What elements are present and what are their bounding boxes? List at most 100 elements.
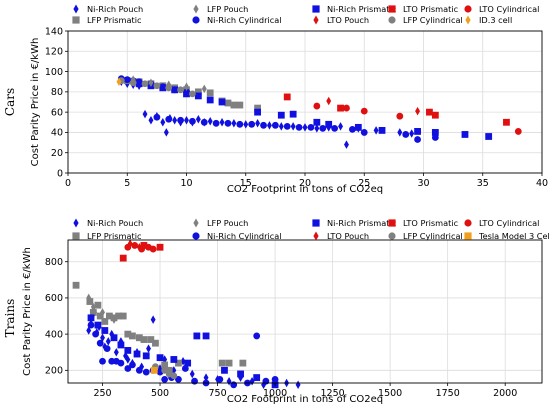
data-point bbox=[253, 332, 261, 340]
legend-item: Ni-Rich Prismatic bbox=[312, 218, 396, 228]
data-point bbox=[415, 106, 421, 116]
data-point bbox=[184, 82, 189, 92]
legend-item: LFP Pouch bbox=[193, 218, 248, 228]
data-point bbox=[338, 122, 343, 131]
x-axis-label: CO2 Footprint in tons of CO2eq bbox=[227, 394, 383, 405]
legend-marker bbox=[465, 15, 471, 25]
y-tick-label: 40 bbox=[51, 128, 63, 139]
data-point bbox=[409, 129, 415, 138]
data-point bbox=[129, 332, 136, 340]
data-point bbox=[278, 122, 284, 131]
data-point bbox=[90, 302, 96, 312]
data-point bbox=[146, 344, 151, 353]
data-point bbox=[161, 375, 169, 383]
data-point bbox=[99, 357, 106, 365]
legend-item: LTO Pouch bbox=[313, 15, 369, 25]
data-point bbox=[140, 242, 148, 249]
data-point bbox=[115, 312, 123, 320]
y-tick-label: 80 bbox=[51, 87, 63, 98]
legend-marker bbox=[192, 16, 200, 24]
legend: Ni-Rich Pouch LFP Pouch Ni-Rich Prismatic L… bbox=[72, 218, 550, 241]
data-point bbox=[177, 116, 184, 124]
data-point bbox=[170, 356, 178, 363]
data-point bbox=[163, 128, 169, 137]
data-point bbox=[142, 109, 148, 119]
legend-marker bbox=[313, 231, 319, 241]
x-tick-label: 750 bbox=[208, 388, 226, 399]
x-tick-label: 1500 bbox=[378, 388, 402, 399]
data-point bbox=[283, 122, 291, 130]
x-tick-label: 5 bbox=[124, 178, 130, 189]
data-point bbox=[221, 366, 228, 374]
data-point bbox=[201, 84, 207, 94]
legend-item: Ni-Rich Cylindrical bbox=[192, 15, 282, 25]
data-point bbox=[142, 368, 150, 376]
data-point bbox=[148, 116, 154, 125]
data-point bbox=[105, 337, 111, 346]
legend-item: LTO Prismatic bbox=[388, 4, 458, 14]
legend-marker bbox=[388, 219, 396, 227]
legend-label: ID.3 cell bbox=[479, 15, 512, 25]
legend-marker bbox=[72, 232, 80, 240]
data-point bbox=[133, 350, 141, 358]
legend-marker bbox=[312, 219, 320, 227]
legend-label: LTO Cylindrical bbox=[479, 218, 539, 228]
data-point bbox=[189, 117, 196, 125]
data-point bbox=[218, 98, 226, 106]
data-point bbox=[277, 111, 285, 119]
legend-label: Ni-Rich Pouch bbox=[87, 4, 143, 14]
data-point bbox=[124, 330, 132, 338]
data-point bbox=[431, 129, 439, 136]
data-point bbox=[231, 119, 237, 128]
legend-label: LFP Prismatic bbox=[87, 231, 142, 241]
data-point bbox=[267, 121, 272, 130]
data-point bbox=[397, 128, 403, 137]
data-point bbox=[461, 131, 469, 138]
data-point bbox=[262, 377, 270, 385]
data-point bbox=[135, 366, 143, 374]
data-point bbox=[175, 375, 182, 383]
data-point bbox=[289, 110, 297, 118]
data-point bbox=[175, 359, 182, 367]
data-point bbox=[117, 359, 125, 367]
data-point bbox=[140, 336, 148, 343]
data-point bbox=[207, 117, 213, 126]
data-point bbox=[165, 115, 173, 123]
data-point bbox=[94, 321, 102, 329]
legend-item: LFP Pouch bbox=[193, 4, 248, 14]
data-point bbox=[218, 359, 226, 367]
data-point bbox=[193, 332, 201, 340]
legend-marker bbox=[193, 4, 199, 14]
data-point bbox=[283, 93, 291, 101]
data-point bbox=[255, 119, 261, 128]
data-point bbox=[236, 101, 244, 109]
legend-marker bbox=[464, 219, 472, 227]
data-point bbox=[253, 374, 261, 381]
data-point bbox=[360, 129, 368, 136]
data-point bbox=[260, 121, 267, 129]
x-tick-label: 10 bbox=[180, 178, 192, 189]
legend-marker bbox=[72, 16, 80, 24]
y-tick-label: 0 bbox=[57, 168, 63, 179]
legend-label: LFP Pouch bbox=[207, 218, 248, 228]
legend-item: LTO Prismatic bbox=[388, 218, 458, 228]
legend-label: Ni-Rich Cylindrical bbox=[207, 231, 282, 241]
data-point bbox=[271, 121, 279, 129]
data-point bbox=[86, 298, 94, 305]
data-point bbox=[189, 90, 196, 98]
data-point bbox=[150, 366, 158, 374]
data-point bbox=[141, 80, 149, 88]
x-tick-label: 500 bbox=[151, 388, 169, 399]
data-point bbox=[331, 124, 339, 132]
data-point bbox=[219, 118, 225, 127]
legend-label: LTO Pouch bbox=[327, 15, 369, 25]
data-point bbox=[116, 77, 122, 86]
data-point bbox=[290, 122, 296, 131]
data-point bbox=[124, 347, 132, 354]
data-point bbox=[153, 82, 161, 90]
data-point bbox=[431, 111, 439, 119]
legend-label: Ni-Rich Prismatic bbox=[327, 4, 396, 14]
legend-label: LTO Cylindrical bbox=[479, 4, 539, 14]
data-point bbox=[337, 104, 344, 112]
legend-marker bbox=[312, 5, 320, 13]
